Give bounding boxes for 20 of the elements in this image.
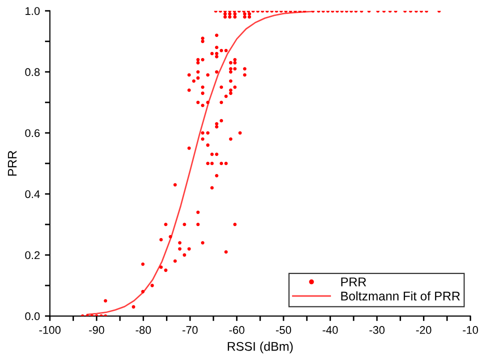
x-axis-title: RSSI (dBm) [228, 342, 293, 354]
y-axis-title: PRR [8, 150, 17, 176]
legend-label: PRR [341, 278, 366, 286]
y-tick-label: 0.4 [25, 190, 40, 198]
y-tick-label: 0.2 [25, 251, 40, 260]
y-tick-label: 0.0 [25, 312, 40, 320]
y-tick-label: 0.6 [25, 129, 40, 138]
x-tick-label: -70 [182, 326, 198, 334]
x-tick-label: -10 [462, 326, 478, 334]
x-tick-label: -20 [416, 326, 432, 334]
y-tick-label: 1.0 [26, 7, 40, 15]
x-tick-label: -100 [39, 326, 61, 334]
legend-label: Boltzmann Fit of PRR [341, 291, 460, 301]
x-tick-label: -50 [276, 326, 292, 334]
x-tick-label: -40 [322, 326, 338, 334]
x-tick-label: -90 [89, 326, 104, 334]
y-tick-label: 0.8 [25, 68, 40, 76]
x-tick-label: -30 [369, 326, 385, 334]
x-tick-label: -80 [136, 326, 151, 334]
x-tick-label: -60 [229, 326, 244, 334]
